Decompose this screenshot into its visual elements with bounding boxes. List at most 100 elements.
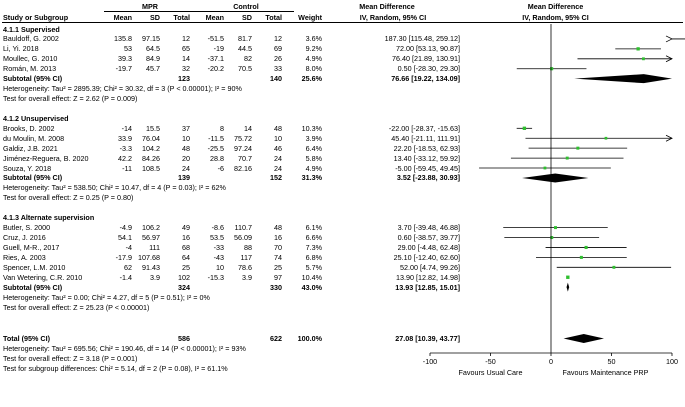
study-weight: 5.8% [305,153,322,163]
study-name: Cruz, J. 2016 [3,233,46,243]
mpr-mean: 135.8 [114,34,132,44]
mpr-total: 24 [182,163,190,173]
control-mean: 28.8 [210,153,224,163]
study-weight: 7.3% [305,242,322,252]
study-weight: 3.6% [305,34,322,44]
control-total: 24 [274,163,282,173]
study-weight: 6.4% [305,143,322,153]
control-sd: 70.5 [238,64,252,74]
x-tick-label: -100 [423,357,437,366]
col-ci: IV, Random, 95% CI [359,12,427,22]
study-name: Butler, S. 2000 [3,223,51,233]
control-sd: 56.09 [234,233,252,243]
mpr-mean: 33.9 [118,133,132,143]
study-ci: 52.00 [4.74, 99.26] [400,262,460,272]
col-mean2: Mean [205,12,224,22]
mpr-total: 37 [182,123,190,133]
mpr-mean: -14 [121,123,132,133]
x-tick-label: 50 [608,357,616,366]
subtotal-mpr-total: 324 [178,282,190,292]
mpr-mean: -3.3 [119,143,132,153]
mpr-mean: 42.2 [118,153,132,163]
x-tick-label: -50 [485,357,495,366]
mpr-total: 32 [182,64,190,74]
mpr-total: 48 [182,143,190,153]
study-marker [543,166,547,170]
study-weight: 8.0% [305,64,322,74]
study-weight: 10.3% [301,123,322,133]
mpr-total: 49 [182,223,190,233]
study-marker [553,226,557,230]
study-ci: 76.40 [21.89, 130.91] [392,54,460,64]
control-sd: 82 [244,54,252,64]
study-ci: 13.90 [12.82, 14.98] [396,272,460,282]
study-ci: -5.00 [-59.45, 49.45] [395,163,460,173]
study-name: Galdiz, J.B. 2021 [3,143,58,153]
study-weight: 6.6% [305,233,322,243]
control-sd: 75.72 [234,133,252,143]
study-ci: 0.50 [-28.30, 29.30] [397,64,460,74]
mpr-mean: -19.7 [115,64,132,74]
col-total2: Total [265,12,282,22]
control-sd: 110.7 [234,223,252,233]
col-sd1: SD [150,12,160,22]
total-diamond [563,334,604,343]
study-ci: 29.00 [-4.48, 62.48] [397,242,460,252]
subgroup-heterogeneity: Heterogeneity: Tau² = 538.50; Chi² = 10.… [3,183,226,193]
total-label: Total (95% CI) [3,334,50,343]
control-total: 48 [274,223,282,233]
mpr-sd: 64.5 [146,44,160,54]
study-weight: 5.7% [305,262,322,272]
mpr-mean: 54.1 [118,233,132,243]
study-marker [636,47,640,51]
subgroup-overall-effect: Test for overall effect: Z = 2.62 (P = 0… [3,94,138,103]
subgroup-heterogeneity: Heterogeneity: Tau² = 2895.39; Chi² = 30… [3,84,242,94]
col-ci-plot: IV, Random, 95% CI [522,12,589,22]
mpr-total: 16 [182,233,190,243]
control-mean: -8.6 [211,223,224,233]
mpr-sd: 3.9 [150,272,160,282]
header-divider [2,21,683,23]
study-marker [584,245,588,250]
control-mean: -51.5 [207,34,224,44]
mpr-total: 20 [182,153,190,163]
mpr-sd: 106.2 [142,223,160,233]
mpr-sd: 108.5 [142,163,160,173]
control-mean: -6 [217,163,224,173]
control-mean: 10 [216,262,224,272]
mpr-sd: 107.68 [138,252,160,262]
subgroup-title: 4.1.3 Alternate supervision [3,213,95,223]
study-ci: 22.20 [-18.53, 62.93] [393,143,460,153]
total-overall-effect: Test for overall effect: Z = 3.18 (P = 0… [3,354,138,363]
study-name: Souza, Y. 2018 [3,163,52,173]
mpr-sd: 76.04 [142,133,160,143]
control-sd: 88 [244,242,252,252]
mpr-total: 10 [182,133,190,143]
study-weight: 6.8% [305,252,322,262]
control-sd: 3.9 [242,272,252,282]
mpr-sd: 56.97 [142,233,160,243]
study-name: Spencer, L.M. 2010 [3,262,66,272]
study-name: Ries, A. 2003 [3,252,46,262]
control-mean: -19 [213,44,224,54]
study-marker [550,236,554,240]
study-marker [576,146,580,150]
subtotal-label: Subtotal (95% CI) [3,173,63,183]
diff-label-right: Mean Difference [527,2,584,11]
control-sd: 70.7 [238,153,252,163]
subtotal-ci: 76.66 [19.22, 134.09] [391,74,460,84]
mpr-total: 65 [182,44,190,54]
control-total: 48 [274,123,282,133]
favours-left-label: Favours Usual Care [459,368,523,377]
subtotal-label: Subtotal (95% CI) [3,74,63,84]
study-ci: 13.40 [-33.12, 59.92] [393,153,460,163]
total-weight: 100.0% [297,334,322,343]
study-marker [604,136,608,140]
group2-label: Control [233,2,259,11]
subtotal-mpr-total: 139 [178,173,190,183]
x-tick-label: 100 [666,357,678,366]
mpr-total: 14 [182,54,190,64]
subtotal-diamond [522,173,589,183]
study-name: du Moulin, M. 2008 [3,133,65,143]
control-total: 74 [274,252,282,262]
